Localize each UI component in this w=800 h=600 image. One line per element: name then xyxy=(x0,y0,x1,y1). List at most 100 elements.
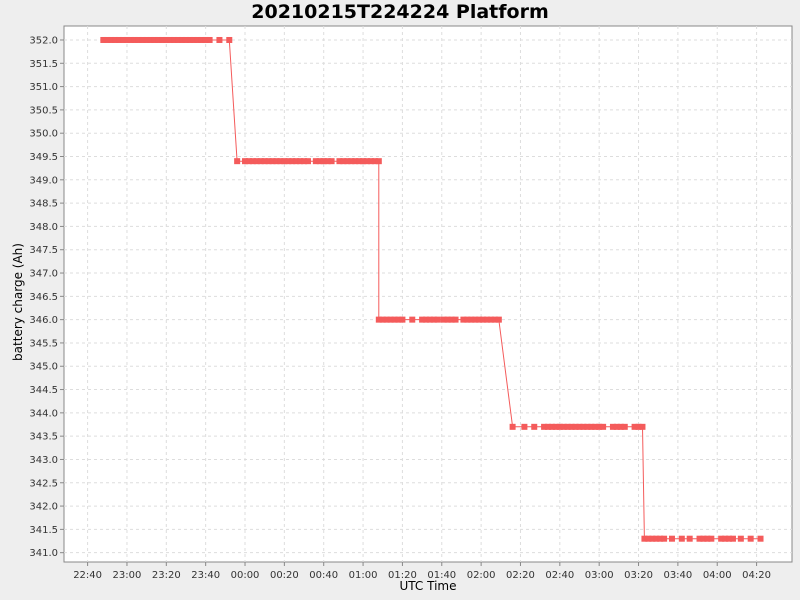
data-point xyxy=(576,423,583,430)
data-point xyxy=(179,36,186,43)
data-point xyxy=(700,535,707,542)
data-point xyxy=(678,535,685,542)
data-point xyxy=(249,158,256,165)
data-point xyxy=(641,535,648,542)
data-point xyxy=(564,423,571,430)
x-axis-label: UTC Time xyxy=(400,579,457,593)
data-point xyxy=(568,423,575,430)
data-point xyxy=(476,316,483,323)
data-point xyxy=(480,316,487,323)
series-layer xyxy=(100,36,764,542)
data-point xyxy=(155,36,162,43)
y-tick-label: 346.5 xyxy=(29,292,58,303)
data-point xyxy=(722,535,729,542)
data-point xyxy=(312,158,319,165)
data-point xyxy=(430,316,437,323)
data-point xyxy=(531,423,538,430)
x-tick-label: 04:00 xyxy=(703,570,732,581)
data-point xyxy=(472,316,479,323)
data-point xyxy=(194,36,201,43)
data-point xyxy=(668,535,675,542)
x-tick-label: 01:00 xyxy=(349,570,378,581)
data-point xyxy=(391,316,398,323)
y-tick-label: 350.5 xyxy=(29,105,58,116)
data-point xyxy=(167,36,174,43)
data-point xyxy=(316,158,323,165)
x-tick-label: 02:00 xyxy=(467,570,496,581)
data-point xyxy=(367,158,374,165)
data-point xyxy=(273,158,280,165)
data-point xyxy=(182,36,189,43)
data-point xyxy=(484,316,491,323)
data-point xyxy=(304,158,311,165)
plot-area xyxy=(63,25,793,563)
data-point xyxy=(269,158,276,165)
data-point xyxy=(171,36,178,43)
data-point xyxy=(328,158,335,165)
x-tick-label: 01:40 xyxy=(427,570,456,581)
data-point xyxy=(686,535,693,542)
data-point xyxy=(747,535,754,542)
y-tick-label: 343.0 xyxy=(29,455,58,466)
x-tick-label: 00:00 xyxy=(231,570,260,581)
data-point xyxy=(364,158,371,165)
data-point xyxy=(281,158,288,165)
data-point xyxy=(560,423,567,430)
y-tick-label: 346.0 xyxy=(29,315,58,326)
data-point xyxy=(653,535,660,542)
data-point xyxy=(277,158,284,165)
data-point xyxy=(245,158,252,165)
y-tick-label: 351.5 xyxy=(29,59,58,70)
data-point xyxy=(371,158,378,165)
y-tick-label: 349.0 xyxy=(29,175,58,186)
data-point xyxy=(617,423,624,430)
data-point xyxy=(696,535,703,542)
data-point xyxy=(426,316,433,323)
data-point xyxy=(127,36,134,43)
data-point xyxy=(509,423,516,430)
x-tick-label: 00:40 xyxy=(309,570,338,581)
data-point xyxy=(639,423,646,430)
y-tick-label: 342.0 xyxy=(29,502,58,513)
data-point xyxy=(151,36,158,43)
data-point xyxy=(198,36,205,43)
data-point xyxy=(556,423,563,430)
data-point xyxy=(419,316,426,323)
data-point xyxy=(495,316,502,323)
x-tick-label: 03:40 xyxy=(663,570,692,581)
x-tick-label: 00:20 xyxy=(270,570,299,581)
data-point xyxy=(399,316,406,323)
data-point xyxy=(379,316,386,323)
data-point xyxy=(293,158,300,165)
data-point xyxy=(718,535,725,542)
data-point xyxy=(336,158,343,165)
x-tick-label: 23:20 xyxy=(152,570,181,581)
data-point xyxy=(375,316,382,323)
data-point xyxy=(261,158,268,165)
data-point xyxy=(340,158,347,165)
y-tick-label: 342.5 xyxy=(29,478,58,489)
data-point xyxy=(352,158,359,165)
data-point xyxy=(112,36,119,43)
data-point xyxy=(190,36,197,43)
data-point xyxy=(645,535,652,542)
data-point xyxy=(521,423,528,430)
data-point xyxy=(285,158,292,165)
data-point xyxy=(356,158,363,165)
data-point xyxy=(448,316,455,323)
grid-layer xyxy=(64,26,792,562)
data-point xyxy=(202,36,209,43)
data-point xyxy=(159,36,166,43)
data-point xyxy=(596,423,603,430)
data-point xyxy=(289,158,296,165)
x-tick-label: 22:40 xyxy=(73,570,102,581)
y-tick-label: 341.0 xyxy=(29,548,58,559)
data-point xyxy=(592,423,599,430)
x-tick-label: 02:40 xyxy=(545,570,574,581)
data-point xyxy=(491,316,498,323)
data-point xyxy=(344,158,351,165)
data-point xyxy=(234,158,241,165)
y-tick-label: 345.0 xyxy=(29,362,58,373)
data-point xyxy=(572,423,579,430)
